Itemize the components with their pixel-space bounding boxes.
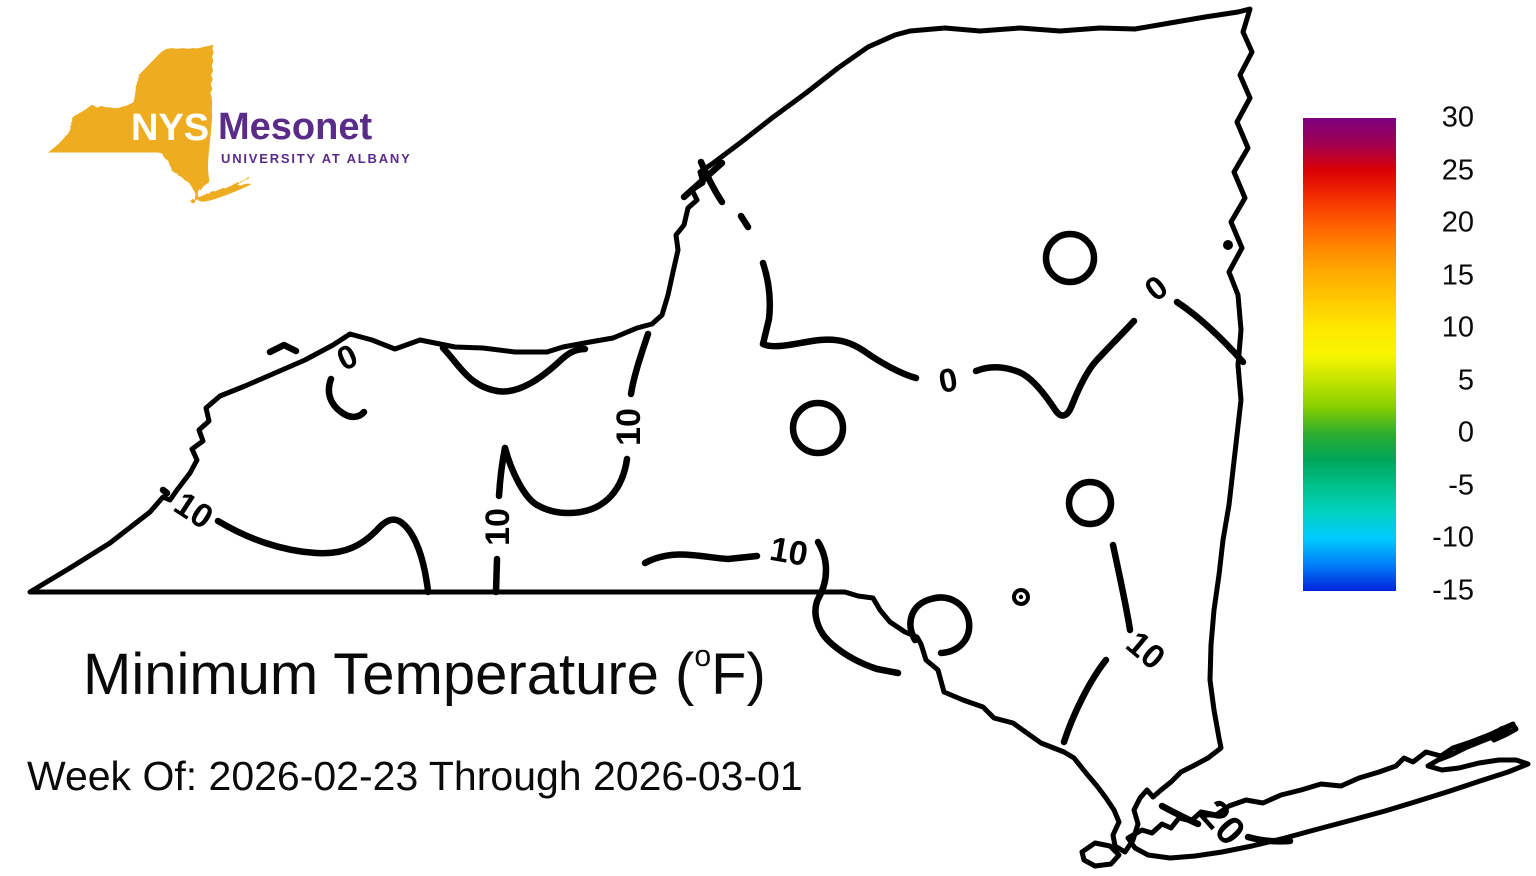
contour-dot: [1018, 594, 1024, 600]
colorbar-tick: -15: [1432, 574, 1474, 607]
contour-value-label: 10: [767, 530, 811, 574]
colorbar-tick: -10: [1432, 521, 1474, 554]
contour-value-label: 10: [1119, 624, 1172, 677]
logo-mesonet-text: Mesonet: [218, 106, 373, 148]
colorbar-tick: 15: [1441, 259, 1474, 292]
colorbar-tick: 5: [1457, 364, 1474, 397]
degree-symbol: o: [694, 640, 712, 673]
contour-value-label: 0: [331, 336, 363, 377]
contour-dot: [1223, 240, 1233, 250]
contour-value-label: 0: [936, 360, 961, 400]
contour-value-label: 10: [610, 408, 648, 446]
colorbar-tick: -5: [1448, 469, 1474, 502]
colorbar-tick: 30: [1441, 101, 1474, 134]
colorbar-tick: 20: [1441, 206, 1474, 239]
temperature-colorbar: [1303, 118, 1396, 591]
contour-value-label: 10: [479, 508, 517, 546]
colorbar-tick: 10: [1441, 311, 1474, 344]
colorbar-tick: 0: [1457, 416, 1474, 449]
contour-lines: [159, 158, 1294, 845]
colorbar-tick: 25: [1441, 154, 1474, 187]
map-subtitle: Week Of: 2026-02-23 Through 2026-03-01: [27, 753, 803, 799]
logo-nys-text: NYS: [131, 107, 210, 149]
logo-tagline-text: UNIVERSITY AT ALBANY: [221, 151, 412, 166]
map-title: Minimum Temperature (oF): [83, 640, 766, 707]
contour-value-label: 0: [1137, 268, 1174, 308]
